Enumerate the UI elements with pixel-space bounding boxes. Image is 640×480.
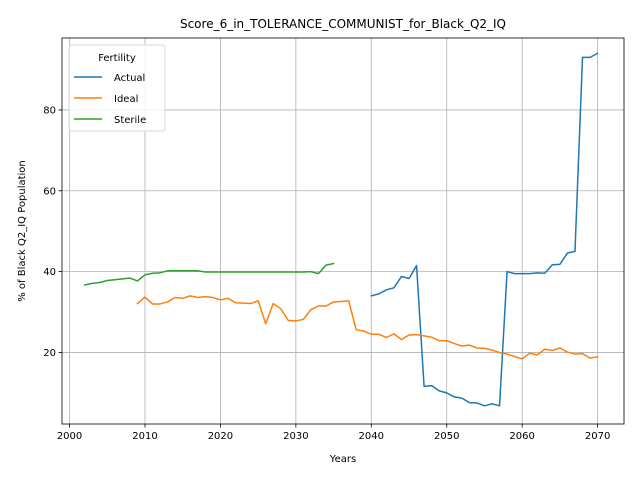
legend-entries: Actual Ideal Sterile	[74, 73, 146, 126]
legend-title: Fertility	[98, 53, 136, 64]
legend-label-ideal: Ideal	[114, 94, 138, 105]
x-tick-label: 2010	[132, 431, 157, 442]
chart-title: Score_6_in_TOLERANCE_COMMUNIST_for_Black…	[180, 17, 506, 31]
series-line-sterile	[83, 262, 335, 286]
x-axis-ticks: 2000 2010 2020 2030 2040 2050 2060 2070	[57, 424, 610, 442]
legend: Fertility Actual Ideal Sterile	[68, 44, 166, 132]
x-tick-label: 2040	[359, 431, 384, 442]
series-line-ideal	[136, 295, 599, 360]
series-lines	[83, 52, 599, 407]
y-tick-label: 20	[43, 348, 56, 359]
y-tick-label: 60	[43, 186, 56, 197]
legend-label-sterile: Sterile	[114, 115, 146, 126]
y-tick-label: 80	[43, 105, 56, 116]
x-tick-label: 2070	[585, 431, 610, 442]
grid	[62, 38, 624, 424]
x-axis-label: Years	[329, 454, 356, 465]
y-axis-label: % of Black Q2_IQ Population	[17, 160, 28, 302]
y-tick-label: 40	[43, 267, 56, 278]
series-line-actual	[370, 52, 599, 407]
x-tick-label: 2030	[283, 431, 308, 442]
y-axis-ticks: 20 40 60 80	[43, 105, 62, 359]
x-tick-label: 2000	[57, 431, 82, 442]
legend-label-actual: Actual	[114, 73, 145, 84]
x-tick-label: 2020	[208, 431, 233, 442]
plot-area-frame	[61, 37, 625, 425]
x-tick-label: 2050	[434, 431, 459, 442]
x-tick-label: 2060	[509, 431, 534, 442]
legend-box	[68, 44, 166, 132]
